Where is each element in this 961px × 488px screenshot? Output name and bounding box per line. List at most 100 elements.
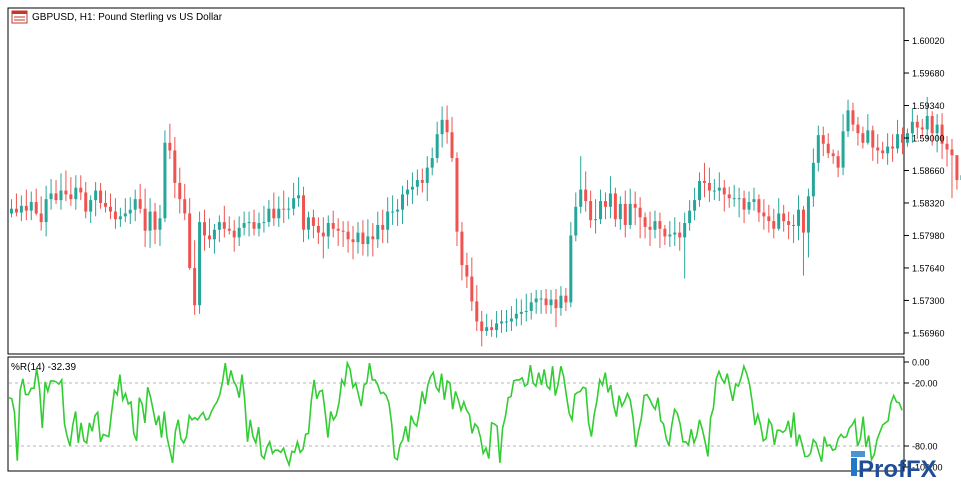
candle [212,224,216,254]
candle [613,187,617,227]
candle-body [237,227,241,238]
candle [920,118,924,138]
candle [336,218,340,246]
candle-body [163,142,167,219]
candle-body [455,158,459,232]
candle [138,183,142,214]
candle-body [920,127,924,130]
candle-body [950,149,954,156]
candle-body [311,217,315,226]
candle [321,217,325,259]
williams-r-panel[interactable]: 0.00 -20.00 -80.00 -100.00 %R(14) -32.39 [7,356,943,473]
candle-body [475,301,479,322]
candle [514,298,518,327]
candle [608,176,612,219]
candle [94,181,98,217]
candle [762,199,766,230]
candle [945,136,949,167]
candle-body [108,206,112,212]
candle [39,196,43,231]
candle-body [500,321,504,324]
candle [638,197,642,239]
candle [777,198,781,231]
candle-body [886,146,890,154]
candle-body [841,131,845,168]
price-tick-label: 1.59340 [912,101,945,111]
candle [49,179,53,210]
indicator-tick-label: -80.00 [912,442,938,452]
candle-body [435,134,439,159]
candle-body [702,181,706,183]
candle [74,175,78,210]
candle [539,289,543,314]
candle-body [198,222,202,306]
candle-body [371,236,375,240]
candle-body [638,207,642,218]
candle-body [584,189,588,202]
candle [475,285,479,332]
candle [811,148,815,207]
candle-body [123,213,127,217]
candle-body [915,121,919,128]
candle [227,216,231,235]
candle-body [148,211,152,231]
indicator-tick-label: -20.00 [912,379,938,389]
candle [376,211,380,248]
candle [663,224,667,246]
candle [425,156,429,202]
candle [183,183,187,221]
candle [910,108,914,143]
candle [24,189,28,221]
candle [806,188,810,258]
candle-body [450,132,454,159]
price-panel[interactable]: 1.60020 1.59680 1.59340 1.59000 1.58660 1.583… [7,0,961,355]
candle-body [663,228,667,237]
candle-body [940,124,944,144]
symbol-header: GBPUSD, H1: Pound Sterling vs US Dollar [11,10,223,24]
candle [737,187,741,218]
candle-body [495,323,499,331]
candle [128,197,132,224]
candle-body [579,189,583,207]
candle-body [465,265,469,277]
candle-body [94,190,98,201]
candle-body [767,216,771,222]
candle-body [9,208,13,214]
candle [950,138,954,199]
williams-r-line [8,360,903,468]
candle-body [470,276,474,302]
indicator-panel-frame [7,356,905,472]
candle [188,198,192,270]
candle [158,204,162,246]
candle-body [821,135,825,144]
candle-body [376,224,380,240]
candle [574,192,578,242]
candle [732,184,736,207]
candle [747,191,751,215]
candle-body [826,143,830,154]
candle [153,202,157,245]
candle-body [306,217,310,230]
price-tick-label: 1.57640 [912,263,945,273]
candle-body [282,208,286,210]
candle-body [945,143,949,150]
candle-body [104,202,108,207]
candle [148,198,152,248]
candle-body [99,190,103,203]
candle [306,211,310,240]
candle [371,223,375,257]
candle [287,197,291,220]
candle-body [29,202,33,211]
candle [99,182,103,209]
candle [34,188,38,216]
candle [717,172,721,202]
candle [935,114,939,153]
candle-body [881,150,885,154]
candle [628,188,632,229]
candle [742,190,746,224]
candle-body [59,190,63,201]
candle-body [643,217,647,227]
candle-body [727,194,731,199]
candle [757,194,761,223]
